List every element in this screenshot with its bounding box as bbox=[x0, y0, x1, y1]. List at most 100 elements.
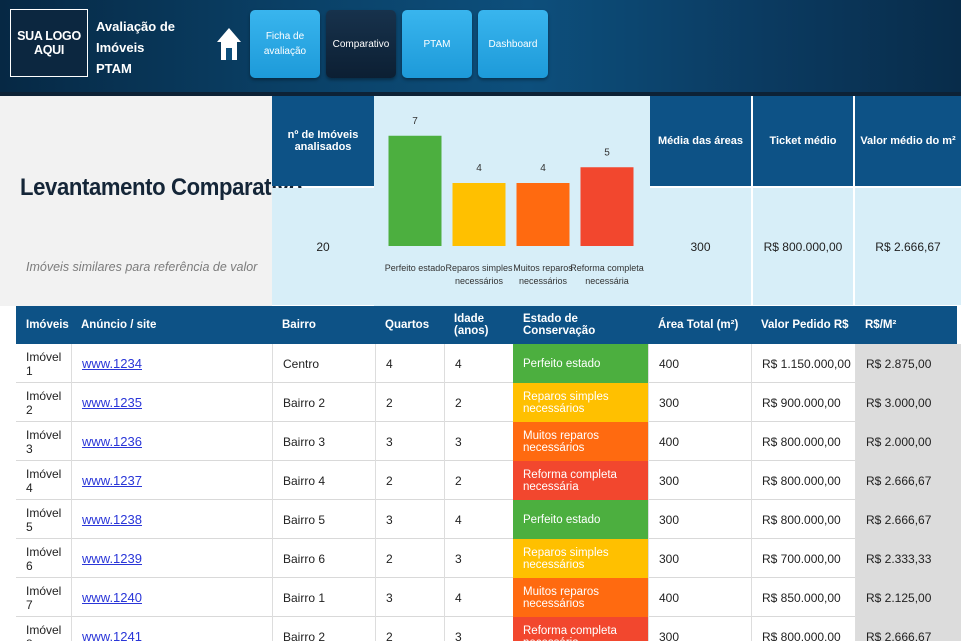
kpi-count-label: nº de Imóveis analisados bbox=[272, 96, 374, 186]
cell-quartos: 2 bbox=[375, 539, 444, 578]
nav-ficha-button[interactable]: Ficha de avaliação bbox=[250, 10, 320, 78]
app-title-line1: Avaliação de Imóveis bbox=[96, 19, 176, 55]
cell-anuncio-link[interactable]: www.1241 bbox=[71, 617, 272, 641]
cell-quartos: 3 bbox=[375, 578, 444, 617]
cell-area: 300 bbox=[648, 617, 751, 641]
cell-rsm2: R$ 2.666,67 bbox=[855, 617, 957, 641]
cell-bairro: Bairro 5 bbox=[272, 500, 375, 539]
cell-bairro: Bairro 2 bbox=[272, 383, 375, 422]
kpi-ticket-label: Ticket médio bbox=[753, 96, 853, 186]
cell-imovel: Imóvel 5 bbox=[26, 505, 62, 534]
top-bar-divider bbox=[0, 92, 961, 96]
app-title: Avaliação de Imóveis PTAM bbox=[96, 16, 216, 79]
cell-area: 400 bbox=[648, 422, 751, 461]
col-header-valor[interactable]: Valor Pedido R$ bbox=[761, 319, 849, 331]
cell-anuncio-link[interactable]: www.1234 bbox=[71, 344, 272, 383]
cell-idade: 4 bbox=[444, 500, 513, 539]
cell-area: 400 bbox=[648, 578, 751, 617]
cell-imovel: Imóvel 1 bbox=[26, 349, 62, 378]
cell-area: 300 bbox=[648, 461, 751, 500]
cell-bairro: Bairro 6 bbox=[272, 539, 375, 578]
nav-ptam-button[interactable]: PTAM bbox=[402, 10, 472, 78]
table-row: Imóvel 2 www.1235 Bairro 2 2 2 Reparos simple… bbox=[16, 383, 957, 422]
cell-anuncio-link[interactable]: www.1240 bbox=[71, 578, 272, 617]
table-row: Imóvel 5 www.1238 Bairro 5 3 4 Perfeito estad… bbox=[16, 500, 957, 539]
chart-data-label: 4 bbox=[540, 163, 546, 174]
kpi-count-value: 20 bbox=[272, 188, 374, 305]
cell-area: 300 bbox=[648, 500, 751, 539]
kpi-area-value: 300 bbox=[650, 188, 751, 305]
cell-valor: R$ 1.150.000,00 bbox=[751, 344, 855, 383]
home-icon[interactable] bbox=[216, 26, 242, 62]
cell-anuncio-link[interactable]: www.1238 bbox=[71, 500, 272, 539]
table-row: Imóvel 4 www.1237 Bairro 4 2 2 Reforma comple… bbox=[16, 461, 957, 500]
cell-idade: 3 bbox=[444, 422, 513, 461]
page-subtitle: Imóveis similares para referência de val… bbox=[26, 260, 258, 274]
col-header-anuncio[interactable]: Anúncio / site bbox=[81, 319, 157, 331]
cell-valor: R$ 800.000,00 bbox=[751, 461, 855, 500]
cell-idade: 2 bbox=[444, 461, 513, 500]
cell-valor: R$ 900.000,00 bbox=[751, 383, 855, 422]
cell-quartos: 3 bbox=[375, 500, 444, 539]
cell-imovel: Imóvel 8 bbox=[26, 622, 62, 641]
cell-idade: 2 bbox=[444, 383, 513, 422]
cell-area: 300 bbox=[648, 539, 751, 578]
cell-rsm2: R$ 2.000,00 bbox=[855, 422, 957, 461]
cell-rsm2: R$ 2.125,00 bbox=[855, 578, 957, 617]
cell-estado: Perfeito estado bbox=[513, 344, 648, 383]
cell-bairro: Bairro 1 bbox=[272, 578, 375, 617]
cell-estado: Reforma completa necessária bbox=[513, 617, 648, 641]
col-header-bairro[interactable]: Bairro bbox=[282, 319, 316, 331]
cell-imovel: Imóvel 6 bbox=[26, 544, 62, 573]
chart-data-label: 5 bbox=[604, 147, 610, 158]
cell-estado: Reforma completa necessária bbox=[513, 461, 648, 500]
summary-panel bbox=[0, 96, 272, 306]
conservation-chart: 7 Perfeito estado 4 Reparos simples necessár… bbox=[374, 96, 650, 306]
cell-quartos: 3 bbox=[375, 422, 444, 461]
col-header-quartos[interactable]: Quartos bbox=[385, 319, 430, 331]
table-row: Imóvel 3 www.1236 Bairro 3 3 3 Muitos reparos… bbox=[16, 422, 957, 461]
chart-bar bbox=[452, 183, 506, 246]
cell-valor: R$ 800.000,00 bbox=[751, 422, 855, 461]
col-header-idade[interactable]: Idade (anos) bbox=[454, 313, 489, 337]
nav-dashboard-button[interactable]: Dashboard bbox=[478, 10, 548, 78]
table-row: Imóvel 1 www.1234 Centro 4 4 Perfeito estado 4… bbox=[16, 344, 957, 383]
chart-category-label: necessários bbox=[519, 276, 568, 286]
cell-idade: 4 bbox=[444, 578, 513, 617]
chart-category-label: Reforma completa bbox=[570, 263, 644, 273]
nav-comparativo-button[interactable]: Comparativo bbox=[326, 10, 396, 78]
col-header-area[interactable]: Área Total (m²) bbox=[658, 319, 739, 331]
chart-bar bbox=[580, 167, 634, 246]
col-header-rsm2[interactable]: R$/M² bbox=[865, 319, 897, 331]
cell-valor: R$ 700.000,00 bbox=[751, 539, 855, 578]
cell-quartos: 2 bbox=[375, 383, 444, 422]
cell-rsm2: R$ 3.000,00 bbox=[855, 383, 957, 422]
cell-imovel: Imóvel 4 bbox=[26, 466, 62, 495]
kpi-area-label: Média das áreas bbox=[650, 96, 751, 186]
kpi-ticket-value: R$ 800.000,00 bbox=[753, 188, 853, 305]
cell-idade: 3 bbox=[444, 617, 513, 641]
cell-anuncio-link[interactable]: www.1237 bbox=[71, 461, 272, 500]
table-row: Imóvel 7 www.1240 Bairro 1 3 4 Muitos reparos… bbox=[16, 578, 957, 617]
cell-bairro: Bairro 2 bbox=[272, 617, 375, 641]
cell-rsm2: R$ 2.875,00 bbox=[855, 344, 957, 383]
chart-bar bbox=[516, 183, 570, 246]
cell-anuncio-link[interactable]: www.1239 bbox=[71, 539, 272, 578]
cell-imovel: Imóvel 2 bbox=[26, 388, 62, 417]
cell-idade: 3 bbox=[444, 539, 513, 578]
nav-dashboard-label: Dashboard bbox=[488, 38, 538, 50]
nav-ficha-label-2: avaliação bbox=[263, 46, 307, 57]
cell-valor: R$ 800.000,00 bbox=[751, 617, 855, 641]
col-header-estado[interactable]: Estado de Conservação bbox=[523, 313, 596, 337]
cell-quartos: 2 bbox=[375, 461, 444, 500]
cell-anuncio-link[interactable]: www.1235 bbox=[71, 383, 272, 422]
nav-ficha-label-1: Ficha de bbox=[265, 31, 305, 42]
cell-valor: R$ 850.000,00 bbox=[751, 578, 855, 617]
table-row: Imóvel 6 www.1239 Bairro 6 2 3 Reparos simple… bbox=[16, 539, 957, 578]
cell-anuncio-link[interactable]: www.1236 bbox=[71, 422, 272, 461]
chart-category-label: necessários bbox=[455, 276, 504, 286]
cell-imovel: Imóvel 7 bbox=[26, 583, 62, 612]
chart-category-label: Muitos reparos bbox=[513, 263, 573, 273]
col-header-imoveis[interactable]: Imóveis bbox=[26, 319, 69, 331]
